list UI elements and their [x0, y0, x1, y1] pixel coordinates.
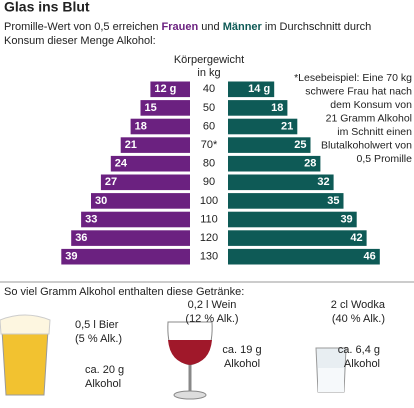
bar-label: 32 — [317, 176, 329, 188]
bar-label: 21 — [281, 120, 293, 132]
bar-label: 46 — [364, 251, 376, 263]
bar — [228, 248, 380, 265]
category-label: 130 — [200, 251, 218, 263]
drink-amount: Alkohol — [85, 378, 121, 390]
category-label: 70* — [201, 139, 218, 151]
bar-label: 36 — [75, 232, 87, 244]
chart-title: Glas ins Blut — [4, 0, 90, 15]
subtitle: Konsum dieser Menge Alkohol: — [4, 35, 156, 47]
bar — [61, 248, 190, 265]
bar-label: 30 — [95, 195, 107, 207]
vodka-icon — [315, 347, 347, 393]
bar-label: 18 — [135, 120, 147, 132]
bar — [71, 230, 190, 246]
bar — [150, 81, 190, 98]
subtitle-part: im Durchschnitt durch — [265, 21, 371, 33]
category-title: Körpergewicht — [174, 54, 244, 66]
bar-label: 39 — [65, 251, 77, 263]
bar — [228, 155, 321, 172]
category-label: 100 — [200, 195, 218, 207]
bar-label: 21 — [125, 139, 137, 151]
note: dem Konsum von — [330, 99, 412, 111]
drink-amount: ca. 20 g — [85, 364, 124, 376]
subtitle-part: und — [201, 21, 219, 33]
category-label: 80 — [203, 158, 215, 170]
drink-label: 0,5 l Bier — [75, 319, 119, 331]
bar — [81, 211, 190, 228]
bar — [228, 118, 298, 135]
bar-label: 12 g — [154, 83, 176, 95]
drink-label: (12 % Alk.) — [185, 313, 238, 325]
category-label: 50 — [203, 102, 215, 114]
legend-women: Frauen — [162, 21, 199, 33]
bar-label: 18 — [271, 102, 283, 114]
drink-label: 2 cl Wodka — [331, 299, 386, 311]
drink-label: (5 % Alk.) — [75, 333, 122, 345]
note: Blutalkoholwert von — [321, 139, 412, 151]
beer-icon — [0, 314, 51, 396]
bar-label: 24 — [115, 158, 128, 170]
note: im Schnitt einen — [337, 126, 412, 138]
bar — [228, 211, 357, 228]
category-title: in kg — [197, 67, 220, 79]
bar — [228, 137, 311, 153]
bar — [228, 100, 288, 116]
bar-label: 25 — [294, 139, 306, 151]
bar — [140, 100, 190, 116]
legend-men: Männer — [223, 21, 263, 33]
bar-label: 33 — [85, 213, 97, 225]
bar — [228, 193, 344, 209]
bar — [120, 137, 190, 153]
drink-amount: ca. 19 g — [222, 344, 261, 356]
drink-label: 0,2 l Wein — [188, 299, 237, 311]
note: *Lesebeispiel: Eine 70 kg — [294, 72, 412, 84]
note: 21 Gramm Alkohol — [326, 112, 412, 124]
bar-label: 42 — [350, 232, 362, 244]
bar — [228, 174, 334, 191]
bar — [91, 193, 190, 209]
bar — [110, 155, 190, 172]
category-label: 60 — [203, 120, 215, 132]
bar — [100, 174, 190, 191]
bar — [130, 118, 190, 135]
bar-label: 35 — [327, 195, 339, 207]
drink-amount: Alkohol — [224, 358, 260, 370]
subtitle-part: Promille-Wert von 0,5 erreichen — [4, 21, 158, 33]
bar-label: 39 — [340, 213, 352, 225]
category-label: 110 — [200, 213, 218, 225]
bar-label: 27 — [105, 176, 117, 188]
wine-icon — [167, 321, 213, 400]
category-label: 40 — [203, 83, 215, 95]
bar-label: 28 — [304, 158, 316, 170]
bar-label: 15 — [145, 102, 157, 114]
drink-amount: ca. 6,4 g — [338, 344, 380, 356]
category-label: 120 — [200, 232, 218, 244]
note: 0,5 Promille — [357, 153, 413, 165]
section-title: So viel Gramm Alkohol enthalten diese Ge… — [4, 286, 244, 298]
bar-label: 14 g — [248, 83, 270, 95]
bar — [228, 230, 367, 246]
category-label: 90 — [203, 176, 215, 188]
drink-label: (40 % Alk.) — [332, 313, 385, 325]
bar — [228, 81, 275, 98]
subtitle: Promille-Wert von 0,5 erreichen Frauen u… — [4, 21, 371, 33]
drink-amount: Alkohol — [344, 358, 380, 370]
note: schwere Frau hat nach — [305, 85, 412, 97]
